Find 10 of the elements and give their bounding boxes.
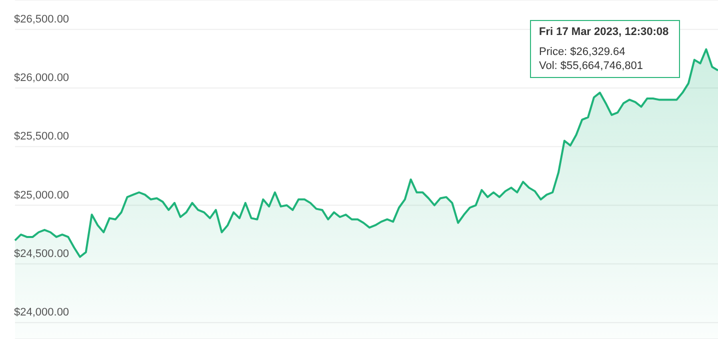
y-tick-label: $25,500.00 [14, 130, 70, 143]
y-tick-label: $26,000.00 [14, 72, 70, 84]
annotation: Vol: $55,664,746,801 [539, 59, 644, 73]
y-tick-label: $24,500.00 [14, 248, 70, 260]
y-tick-label: $24,000.00 [14, 306, 70, 319]
y-tick-label: $25,000.00 [14, 189, 70, 202]
annotation: Price: $26,329.64 [539, 45, 626, 59]
y-tick-label: $26,500.00 [14, 13, 70, 26]
annotation: Fri 17 Mar 2023, 12:30:08 [539, 25, 670, 39]
tooltip-box: Fri 17 Mar 2023, 12:30:08 Price: $26,329.64 Vol: $55,664,746,801 [530, 20, 680, 78]
